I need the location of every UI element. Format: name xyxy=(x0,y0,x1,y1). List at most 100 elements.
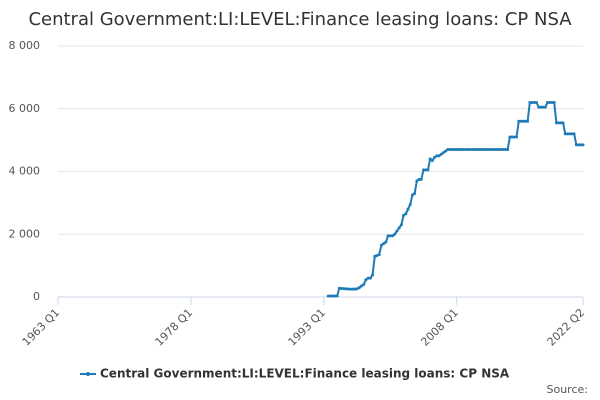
x-tick-label: 1963 Q1 xyxy=(20,306,63,349)
point xyxy=(424,168,428,172)
point xyxy=(357,286,361,290)
point xyxy=(501,148,505,152)
x-tick-label: 2022 Q2 xyxy=(545,306,588,349)
point xyxy=(408,202,412,206)
point xyxy=(548,100,552,104)
point xyxy=(470,148,474,152)
point xyxy=(488,148,492,152)
point xyxy=(486,148,490,152)
point xyxy=(515,135,519,139)
point xyxy=(366,276,370,280)
point xyxy=(384,240,388,244)
point xyxy=(523,119,527,123)
point xyxy=(577,143,581,147)
point xyxy=(351,287,355,291)
point xyxy=(377,253,381,257)
y-tick-label: 2 000 xyxy=(9,227,41,240)
point xyxy=(410,193,414,197)
point xyxy=(541,105,545,109)
point xyxy=(481,148,485,152)
source: Source: xyxy=(547,383,589,396)
point xyxy=(441,151,445,155)
point xyxy=(508,135,512,139)
point xyxy=(344,287,348,291)
x-tick-label: 1978 Q1 xyxy=(153,306,196,349)
point xyxy=(503,148,507,152)
point xyxy=(362,282,366,286)
point xyxy=(355,287,359,291)
point xyxy=(455,148,459,152)
y-tick-label: 8 000 xyxy=(9,39,41,52)
point xyxy=(477,148,481,152)
legend-marker xyxy=(86,372,90,376)
point xyxy=(579,143,583,147)
point xyxy=(563,132,567,136)
point xyxy=(386,234,390,238)
point xyxy=(404,212,408,216)
point xyxy=(559,121,563,125)
point xyxy=(532,100,536,104)
point xyxy=(328,294,332,298)
point xyxy=(521,119,525,123)
point xyxy=(371,273,375,277)
point xyxy=(359,284,363,288)
point xyxy=(561,121,565,125)
point xyxy=(335,294,339,298)
point xyxy=(543,105,547,109)
point xyxy=(453,148,457,152)
point xyxy=(554,121,558,125)
point xyxy=(475,148,479,152)
point xyxy=(331,294,335,298)
point xyxy=(550,100,554,104)
point xyxy=(437,154,441,158)
point xyxy=(399,223,403,227)
point xyxy=(572,132,576,136)
point xyxy=(406,207,410,211)
y-tick-label: 0 xyxy=(33,290,40,303)
point xyxy=(468,148,472,152)
point xyxy=(419,177,423,181)
point xyxy=(342,287,346,291)
point xyxy=(428,157,432,161)
point xyxy=(512,135,516,139)
point xyxy=(552,100,556,104)
point xyxy=(490,148,494,152)
point xyxy=(534,100,538,104)
point xyxy=(430,159,434,163)
point xyxy=(537,105,541,109)
point xyxy=(492,148,496,152)
point xyxy=(426,168,430,172)
point xyxy=(337,286,341,290)
point xyxy=(326,294,330,298)
point xyxy=(568,132,572,136)
point xyxy=(517,119,521,123)
y-tick-label: 4 000 xyxy=(9,165,41,178)
point xyxy=(530,100,534,104)
point xyxy=(435,154,439,158)
point xyxy=(393,232,397,236)
point xyxy=(397,226,401,230)
point xyxy=(382,242,386,246)
point xyxy=(439,152,443,156)
point xyxy=(413,191,417,195)
point xyxy=(546,100,550,104)
point xyxy=(495,148,499,152)
point xyxy=(506,148,510,152)
point xyxy=(519,119,523,123)
x-tick-label: 2008 Q1 xyxy=(418,306,461,349)
point xyxy=(340,287,344,291)
point xyxy=(570,132,574,136)
point xyxy=(472,148,476,152)
point xyxy=(379,243,383,247)
point xyxy=(479,148,483,152)
x-tick-label: 1993 Q1 xyxy=(286,306,329,349)
point xyxy=(390,234,394,238)
chart-title: Central Government:LI:LEVEL:Finance leas… xyxy=(28,9,572,30)
point xyxy=(464,148,468,152)
point xyxy=(510,135,514,139)
point xyxy=(484,148,488,152)
point xyxy=(497,148,501,152)
legend-label: Central Government:LI:LEVEL:Finance leas… xyxy=(100,367,510,381)
point xyxy=(402,213,406,217)
point xyxy=(459,148,463,152)
